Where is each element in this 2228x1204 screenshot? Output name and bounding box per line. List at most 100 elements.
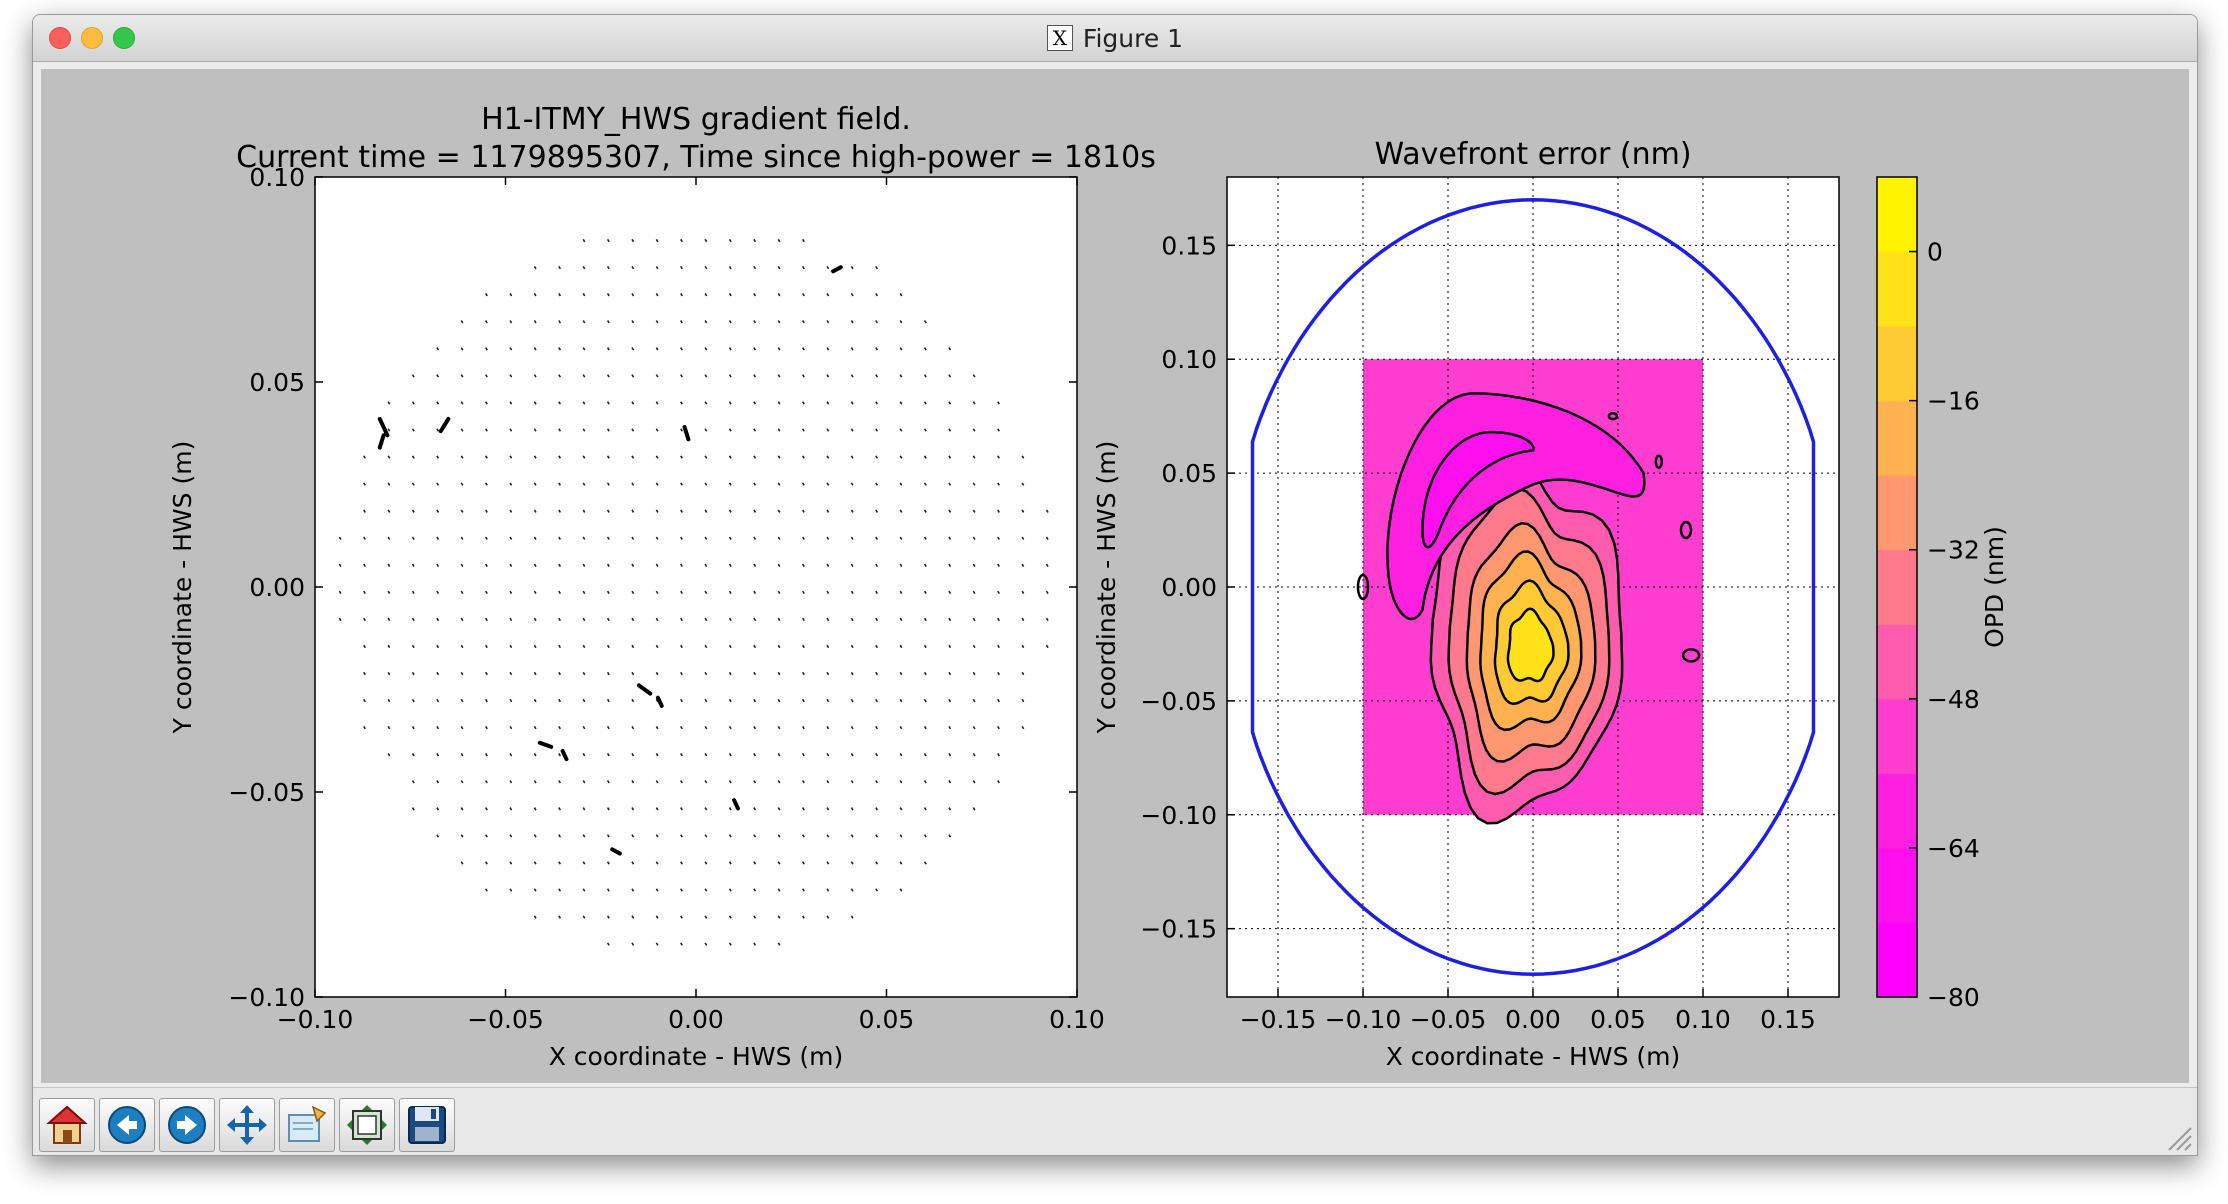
quiver-arrow: [631, 293, 635, 297]
quiver-arrow: [533, 644, 537, 649]
quiver-arrow: [972, 644, 976, 649]
quiver-arrow: [728, 509, 732, 513]
quiver-arrow: [606, 698, 610, 703]
save-button[interactable]: [399, 1098, 455, 1152]
quiver-arrow: [606, 347, 610, 351]
back-button[interactable]: [99, 1098, 155, 1152]
quiver-plot-background: [315, 177, 1077, 997]
quiver-arrow: [680, 374, 683, 378]
quiver-arrow: [582, 807, 586, 811]
quiver-arrow: [411, 428, 415, 432]
quiver-arrow: [753, 617, 757, 622]
quiver-arrow: [460, 753, 464, 757]
quiver-arrow: [801, 238, 805, 243]
quiver-arrow: [826, 617, 830, 622]
quiver-arrow: [485, 536, 488, 540]
quiver-arrow: [826, 563, 830, 567]
quiver-arrow: [801, 293, 805, 297]
quiver-arrow: [826, 590, 830, 595]
y-tick-label: 0.00: [1161, 573, 1217, 602]
quiver-arrow: [631, 915, 635, 919]
quiver-arrow: [923, 861, 927, 865]
quiver-arrow: [485, 861, 488, 865]
quiver-arrow: [485, 888, 488, 892]
quiver-arrow: [801, 265, 805, 270]
quiver-arrow: [387, 698, 391, 703]
forward-button[interactable]: [159, 1098, 215, 1152]
quiver-arrow: [655, 265, 659, 270]
quiver-arrow: [997, 509, 1000, 513]
pan-button[interactable]: [219, 1098, 275, 1152]
quiver-arrow: [801, 807, 805, 811]
quiver-arrow: [728, 293, 732, 297]
quiver-arrow: [411, 401, 415, 405]
quiver-arrow: [899, 807, 903, 811]
quiver-arrow: [704, 509, 708, 513]
quiver-arrow: [923, 644, 927, 649]
quiver-arrow: [533, 455, 537, 459]
quiver-arrow: [777, 347, 781, 351]
figure-canvas[interactable]: H1-ITMY_HWS gradient field. Current time…: [41, 69, 2189, 1083]
quiver-arrow: [875, 320, 879, 324]
quiver-arrow: [899, 780, 903, 784]
zoom-window-button[interactable]: [113, 27, 135, 49]
quiver-arrow: [582, 401, 586, 405]
quiver-arrow: [680, 401, 683, 405]
quiver-arrow: [558, 265, 562, 270]
quiver-arrow: [558, 644, 562, 649]
home-button[interactable]: [39, 1098, 95, 1152]
quiver-arrow: [875, 455, 879, 459]
quiver-arrow: [728, 807, 732, 811]
quiver-arrow: [558, 861, 562, 865]
title-bar: X Figure 1: [33, 15, 2197, 62]
quiver-arrow: [655, 347, 659, 351]
quiver-arrow: [875, 563, 879, 567]
quiver-arrow: [485, 590, 488, 595]
quiver-arrow: [558, 428, 562, 432]
quiver-arrow: [606, 293, 610, 297]
quiver-arrow: [948, 617, 952, 622]
quiver-arrow: [606, 807, 610, 811]
quiver-arrow: [533, 293, 537, 297]
quiver-arrow: [728, 644, 732, 649]
colorbar-frame: [1876, 176, 1918, 998]
subplots-button[interactable]: [339, 1098, 395, 1152]
close-button[interactable]: [49, 27, 71, 49]
quiver-arrow: [875, 617, 879, 622]
quiver-arrow: [948, 509, 952, 513]
quiver-arrow: [948, 347, 952, 351]
wavefront-x-ticks: −0.15 −0.10 −0.05 0.00 0.05 0.10 0.15: [1240, 989, 1816, 1034]
quiver-arrow: [436, 509, 440, 513]
quiver-arrow: [533, 509, 537, 513]
quiver-arrow: [631, 807, 635, 811]
quiver-arrow: [655, 644, 659, 649]
minimize-button[interactable]: [81, 27, 103, 49]
quiver-arrow: [485, 834, 488, 838]
floppy-disk-icon: [408, 1106, 446, 1144]
quiver-arrow: [850, 347, 854, 351]
quiver-arrow: [1021, 671, 1025, 676]
quiver-arrow: [509, 590, 513, 595]
quiver-arrow: [997, 428, 1000, 432]
quiver-arrow: [436, 536, 440, 540]
quiver-arrow: [509, 617, 513, 622]
quiver-arrow: [997, 725, 1000, 730]
quiver-arrow: [460, 780, 464, 784]
quiver-arrow: [460, 834, 464, 838]
quiver-arrow: [606, 644, 610, 649]
quiver-arrow: [972, 671, 976, 676]
zoom-button[interactable]: [279, 1098, 335, 1152]
quiver-arrow: [680, 482, 683, 486]
quiver-arrow: [631, 698, 635, 703]
quiver-arrow: [899, 482, 903, 486]
quiver-arrow: [680, 888, 683, 892]
quiver-arrow: [826, 401, 830, 405]
quiver-arrow: [631, 374, 635, 378]
quiver-arrow: [777, 590, 781, 595]
quiver-arrow: [558, 590, 562, 595]
quiver-arrow: [436, 698, 440, 703]
quiver-arrow: [850, 536, 854, 540]
resize-grip-icon[interactable]: [2165, 1124, 2193, 1152]
quiver-arrow: [680, 780, 683, 784]
quiver-arrow: [509, 374, 513, 378]
